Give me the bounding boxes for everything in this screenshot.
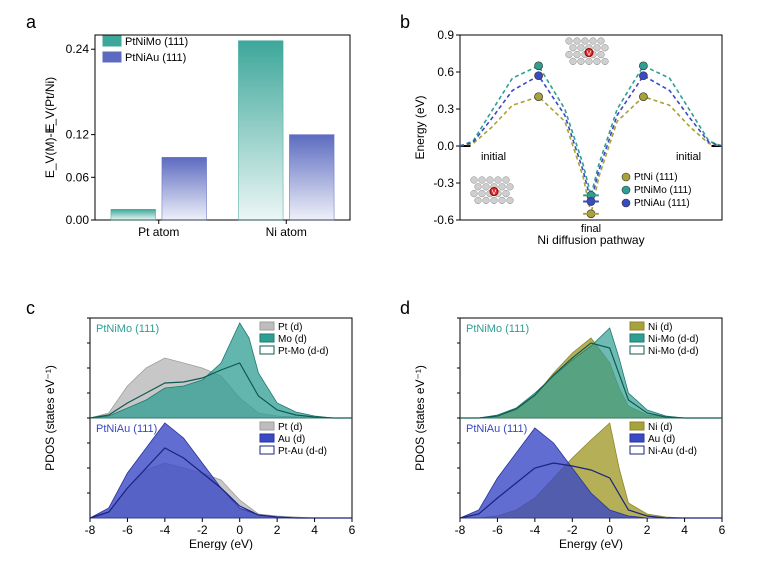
svg-text:PtNiAu (111): PtNiAu (111) [96,423,157,435]
svg-text:final: final [581,223,601,235]
svg-text:0.9: 0.9 [437,28,454,42]
svg-text:-6: -6 [122,523,133,537]
svg-text:6: 6 [719,523,726,537]
svg-text:0: 0 [606,523,613,537]
panel-label-c: c [26,298,35,319]
pdos-chart-c: PtNiMo (111)Pt (d)Mo (d)Pt-Mo (d-d)PtNiA… [40,310,360,550]
svg-text:PtNiAu (111): PtNiAu (111) [634,198,690,209]
svg-text:-8: -8 [455,523,466,537]
svg-text:2: 2 [274,523,281,537]
svg-text:Ni (d): Ni (d) [648,422,672,433]
svg-text:-0.6: -0.6 [433,213,454,227]
svg-text:PDOS (states eV⁻¹): PDOS (states eV⁻¹) [43,365,57,471]
svg-text:PtNiMo (111): PtNiMo (111) [96,323,159,335]
svg-text:E_V(M)-E_V(Pt/Ni): E_V(M)-E_V(Pt/Ni) [43,77,57,178]
svg-text:-2: -2 [197,523,208,537]
svg-text:Pt atom: Pt atom [138,225,179,239]
svg-text:Au (d): Au (d) [648,434,675,445]
svg-text:6: 6 [349,523,356,537]
panel-label-d: d [400,298,410,319]
panel-b: -0.6 -0.3 0.0 0.3 0.6 0.9 Energy (eV) Ni diffus… [410,25,730,250]
svg-text:Energy (eV): Energy (eV) [189,537,253,550]
svg-text:-4: -4 [530,523,541,537]
svg-text:V: V [492,190,497,197]
svg-text:Ni (d): Ni (d) [648,322,672,333]
svg-text:0.24: 0.24 [66,42,90,56]
svg-text:Pt-Mo (d-d): Pt-Mo (d-d) [278,346,329,357]
svg-text:0: 0 [236,523,243,537]
svg-text:Pt-Au (d-d): Pt-Au (d-d) [278,446,327,457]
svg-text:4: 4 [681,523,688,537]
panel-c: PtNiMo (111)Pt (d)Mo (d)Pt-Mo (d-d)PtNiA… [40,310,360,550]
svg-text:0.3: 0.3 [437,102,454,116]
svg-text:-4: -4 [160,523,171,537]
svg-text:0.00: 0.00 [66,213,90,227]
svg-text:V: V [587,51,592,58]
svg-text:PDOS (states eV⁻¹): PDOS (states eV⁻¹) [413,365,427,471]
svg-text:Ni-Au (d-d): Ni-Au (d-d) [648,446,697,457]
panel-label-a: a [26,12,36,33]
svg-text:PtNiAu (111): PtNiAu (111) [466,423,527,435]
svg-text:initial: initial [481,151,506,163]
svg-text:-2: -2 [567,523,578,537]
panel-d: PtNiMo (111)Ni (d)Ni-Mo (d-d)Ni-Mo (d-d)… [410,310,730,550]
svg-text:Mo (d): Mo (d) [278,334,307,345]
svg-text:Ni diffusion pathway: Ni diffusion pathway [537,233,644,247]
svg-text:Energy (eV): Energy (eV) [559,537,623,550]
svg-text:-6: -6 [492,523,503,537]
panel-a: 0.000.060.120.24EE_V(M)-E_V(Pt/Ni)Pt ato… [40,25,360,250]
panel-label-b: b [400,12,410,33]
svg-text:Energy (eV): Energy (eV) [413,95,427,159]
svg-text:Au (d): Au (d) [278,434,305,445]
svg-text:PtNiMo (111): PtNiMo (111) [125,36,188,48]
svg-text:Pt (d): Pt (d) [278,322,302,333]
svg-text:PtNiMo (111): PtNiMo (111) [466,323,529,335]
svg-text:Ni-Mo (d-d): Ni-Mo (d-d) [648,346,699,357]
svg-text:Pt (d): Pt (d) [278,422,302,433]
energy-path-b: -0.6 -0.3 0.0 0.3 0.6 0.9 Energy (eV) Ni diffus… [410,25,730,250]
svg-text:-0.3: -0.3 [433,176,454,190]
svg-text:0.12: 0.12 [66,128,90,142]
svg-text:PtNiMo (111): PtNiMo (111) [634,185,691,196]
svg-text:Ni-Mo (d-d): Ni-Mo (d-d) [648,334,699,345]
svg-text:PtNi (111): PtNi (111) [634,172,678,183]
svg-text:Ni atom: Ni atom [266,225,307,239]
svg-text:initial: initial [676,151,701,163]
svg-text:0.06: 0.06 [66,170,90,184]
pdos-chart-d: PtNiMo (111)Ni (d)Ni-Mo (d-d)Ni-Mo (d-d)… [410,310,730,550]
svg-text:PtNiAu (111): PtNiAu (111) [125,52,186,64]
svg-text:2: 2 [644,523,651,537]
svg-text:4: 4 [311,523,318,537]
svg-text:0.6: 0.6 [437,65,454,79]
svg-text:-8: -8 [85,523,96,537]
svg-text:0.0: 0.0 [437,139,454,153]
bar-chart-a: 0.000.060.120.24EE_V(M)-E_V(Pt/Ni)Pt ato… [40,25,360,250]
